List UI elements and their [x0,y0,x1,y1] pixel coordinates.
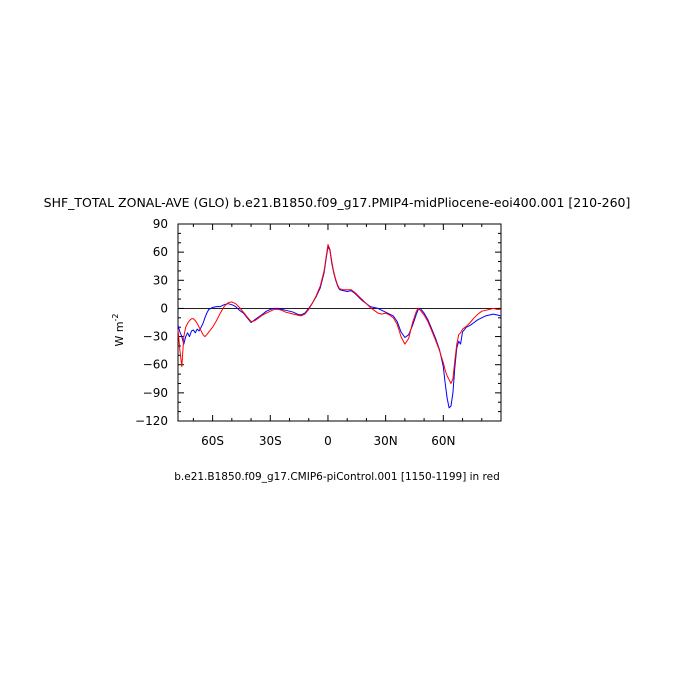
y-axis-label-exponent: -2 [111,313,120,321]
series-line-red [177,244,501,384]
series-group [177,244,502,409]
chart-subtitle: b.e21.B1850.f09_g17.CMIP6-piControl.001 … [174,471,500,483]
series-line-blue [177,246,502,409]
y-tick-label: −90 [143,386,168,400]
x-tick-label: 30S [259,434,282,448]
y-tick-label: −30 [143,330,168,344]
y-tick-label: 60 [153,245,168,259]
y-tick-label: −60 [143,358,168,372]
y-tick-label: −120 [135,414,168,428]
x-tick-label: 30N [374,434,398,448]
y-tick-label: 30 [153,273,168,287]
y-tick-label: 0 [160,301,168,315]
x-tick-label: 0 [324,434,332,448]
y-tick-labels: 90 60 30 0 −30 −60 −90 −120 [135,217,168,428]
x-tick-label: 60N [431,434,455,448]
x-tick-labels: 60S 30S 0 30N 60N [201,434,455,448]
x-tick-label: 60S [201,434,224,448]
y-axis-label: W m-2 [111,313,126,346]
y-tick-label: 90 [153,217,168,231]
chart-title: SHF_TOTAL ZONAL-AVE (GLO) b.e21.B1850.f0… [44,195,631,210]
axis-ticks [178,223,501,422]
plot-frame [177,223,502,422]
